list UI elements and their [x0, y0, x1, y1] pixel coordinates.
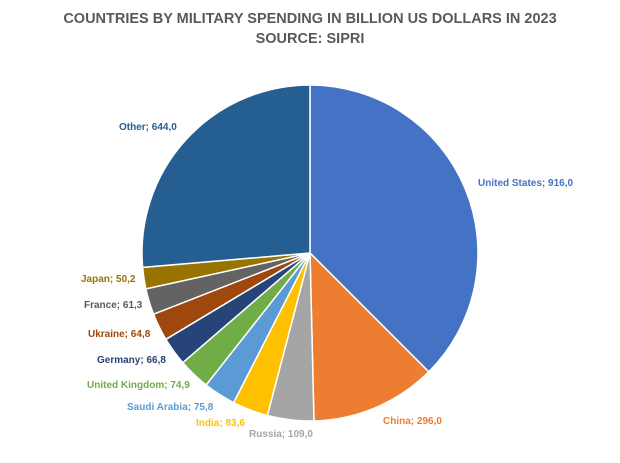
data-label-russia: Russia; 109,0 — [249, 429, 313, 440]
data-label-china: China; 296,0 — [383, 416, 442, 427]
data-label-ukraine: Ukraine; 64,8 — [88, 329, 151, 340]
data-label-france: France; 61,3 — [84, 300, 143, 311]
pie-slice-united-states — [309, 84, 479, 373]
pie-slices — [141, 84, 479, 422]
chart-subtitle: SOURCE: SIPRI — [256, 31, 365, 47]
pie-slice-other — [141, 84, 311, 269]
chart-title: COUNTRIES BY MILITARY SPENDING IN BILLIO… — [63, 11, 556, 27]
pie-labels: United States; 916,0 China; 296,0 Russia; … — [81, 122, 573, 440]
data-label-united-states: United States; 916,0 — [478, 178, 573, 189]
pie-slice-china — [309, 251, 430, 422]
data-label-japan: Japan; 50,2 — [81, 274, 136, 285]
data-label-saudi-arabia: Saudi Arabia; 75,8 — [127, 402, 214, 413]
data-label-other: Other; 644,0 — [119, 122, 177, 133]
data-label-india: India; 83,6 — [196, 418, 245, 429]
data-label-germany: Germany; 66,8 — [97, 355, 166, 366]
data-label-united-kingdom: United Kingdom; 74,9 — [87, 380, 190, 391]
